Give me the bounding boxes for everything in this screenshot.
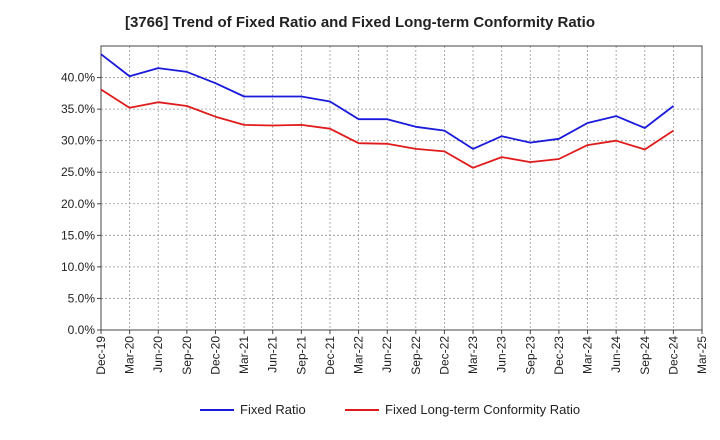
- y-tick-label: 35.0%: [61, 102, 95, 116]
- x-tick-label: Sep-20: [180, 336, 194, 375]
- x-tick-label: Sep-23: [523, 336, 537, 375]
- x-tick-label: Dec-19: [94, 336, 108, 375]
- x-tick-label: Jun-21: [266, 336, 280, 373]
- x-tick-label: Mar-21: [237, 336, 251, 374]
- x-tick-label: Mar-22: [352, 336, 366, 374]
- y-tick-label: 40.0%: [61, 71, 95, 85]
- x-tick-label: Jun-23: [495, 336, 509, 373]
- y-tick-label: 20.0%: [61, 197, 95, 211]
- series-line-fixed-ratio: [100, 53, 674, 150]
- y-tick-label: 30.0%: [61, 134, 95, 148]
- legend-label-fixed-long-term-conformity-ratio: Fixed Long-term Conformity Ratio: [385, 402, 580, 417]
- y-tick-label: 15.0%: [61, 228, 95, 242]
- plot-frame: [100, 45, 703, 331]
- y-tick-label: 5.0%: [68, 291, 96, 305]
- x-tick-label: Jun-24: [609, 336, 623, 373]
- y-tick-label: 25.0%: [61, 165, 95, 179]
- x-tick-label: Dec-23: [552, 336, 566, 375]
- x-tick-label: Sep-24: [638, 336, 652, 375]
- x-tick-label: Sep-21: [294, 336, 308, 375]
- series-line-fixed-long-term-conformity-ratio: [100, 88, 674, 169]
- x-tick-label: Mar-20: [123, 336, 137, 374]
- x-tick-label: Mar-23: [466, 336, 480, 374]
- x-tick-label: Mar-24: [581, 336, 595, 374]
- plot-area: [101, 46, 702, 330]
- x-tick-label: Jun-22: [380, 336, 394, 373]
- x-tick-label: Jun-20: [151, 336, 165, 373]
- y-tick-label: 0.0%: [68, 323, 96, 337]
- x-tick-label: Dec-24: [666, 336, 680, 375]
- legend-label-fixed-ratio: Fixed Ratio: [240, 402, 306, 417]
- x-tick-label: Dec-21: [323, 336, 337, 375]
- chart-title: [3766] Trend of Fixed Ratio and Fixed Lo…: [124, 14, 596, 31]
- x-tick-label: Sep-22: [409, 336, 423, 375]
- x-tick-label: Mar-25: [695, 336, 709, 374]
- x-tick-label: Dec-22: [437, 336, 451, 375]
- x-tick-label: Dec-20: [208, 336, 222, 375]
- y-tick-label: 10.0%: [61, 260, 95, 274]
